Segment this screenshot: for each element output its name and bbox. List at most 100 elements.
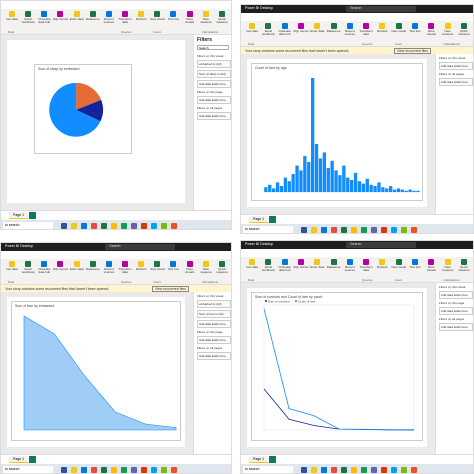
add-page-button[interactable] bbox=[29, 456, 36, 463]
taskbar-search[interactable]: to search bbox=[243, 466, 293, 473]
ribbon-button[interactable]: New visual bbox=[391, 23, 407, 41]
page-tab[interactable]: Page 1 bbox=[9, 212, 29, 219]
ribbon-button[interactable]: SQL Server bbox=[293, 23, 309, 41]
filter-card[interactable]: Add data fields here bbox=[439, 78, 473, 86]
ribbon-button[interactable]: Enter data bbox=[309, 259, 325, 277]
ribbon-button[interactable]: Get data bbox=[4, 261, 20, 279]
filter-card[interactable]: Add data fields here bbox=[197, 336, 231, 344]
add-page-button[interactable] bbox=[29, 212, 36, 219]
taskbar-icon[interactable] bbox=[381, 227, 387, 233]
taskbar-icon[interactable] bbox=[411, 227, 417, 233]
ribbon-button[interactable]: Dataverse bbox=[85, 261, 101, 279]
taskbar-icon[interactable] bbox=[321, 467, 327, 473]
ribbon-button[interactable]: SQL Server bbox=[52, 261, 68, 279]
filter-card[interactable]: embarked is (All) bbox=[197, 300, 231, 308]
filter-card[interactable]: Sum of sibsp is (All) bbox=[197, 70, 231, 78]
filter-card[interactable]: Add data fields here bbox=[197, 320, 231, 328]
ribbon-button[interactable]: OneLake data hub bbox=[36, 11, 52, 29]
ribbon-button[interactable]: Quick measure bbox=[456, 23, 472, 41]
ribbon-button[interactable]: OneLake data hub bbox=[36, 261, 52, 279]
taskbar-icon[interactable] bbox=[171, 467, 177, 473]
add-page-button[interactable] bbox=[269, 216, 276, 223]
ribbon-button[interactable]: Excel workbook bbox=[20, 261, 36, 279]
filter-card[interactable]: Add data fields here bbox=[197, 352, 231, 360]
taskbar-icon[interactable] bbox=[351, 467, 357, 473]
taskbar-icon[interactable] bbox=[381, 467, 387, 473]
filter-card[interactable]: Add data fields here bbox=[439, 62, 473, 70]
taskbar-icon[interactable] bbox=[391, 227, 397, 233]
taskbar-icon[interactable] bbox=[321, 227, 327, 233]
taskbar-icon[interactable] bbox=[171, 223, 177, 229]
taskbar-icon[interactable] bbox=[141, 223, 147, 229]
ribbon-button[interactable]: Text box bbox=[165, 261, 181, 279]
ribbon-button[interactable]: Dataverse bbox=[325, 259, 341, 277]
banner-button[interactable]: View recovered files bbox=[393, 48, 431, 54]
ribbon-button[interactable]: Quick measure bbox=[214, 261, 230, 279]
taskbar-icon[interactable] bbox=[311, 227, 317, 233]
page-tab[interactable]: Page 1 bbox=[249, 216, 269, 223]
page-tab[interactable]: Page 1 bbox=[9, 456, 29, 463]
taskbar-icon[interactable] bbox=[361, 227, 367, 233]
taskbar-icon[interactable] bbox=[91, 223, 97, 229]
ribbon-button[interactable]: Excel workbook bbox=[260, 259, 276, 277]
taskbar-icon[interactable] bbox=[101, 467, 107, 473]
page-tab[interactable]: Page 1 bbox=[249, 456, 269, 463]
taskbar-icon[interactable] bbox=[61, 223, 67, 229]
taskbar-icon[interactable] bbox=[121, 467, 127, 473]
taskbar-icon[interactable] bbox=[331, 227, 337, 233]
taskbar-icon[interactable] bbox=[301, 467, 307, 473]
filters-search[interactable]: Search bbox=[197, 45, 229, 50]
filter-card[interactable]: Add data fields here bbox=[197, 96, 231, 104]
taskbar-icon[interactable] bbox=[351, 227, 357, 233]
ribbon-button[interactable]: More visuals bbox=[423, 259, 439, 277]
ribbon-button[interactable]: New measure bbox=[198, 11, 214, 29]
ribbon-button[interactable]: Get data bbox=[244, 23, 260, 41]
ribbon-button[interactable]: Recent sources bbox=[342, 259, 358, 277]
taskbar-icon[interactable] bbox=[371, 467, 377, 473]
taskbar-icon[interactable] bbox=[341, 227, 347, 233]
ribbon-button[interactable]: More visuals bbox=[423, 23, 439, 41]
ribbon-button[interactable]: New measure bbox=[198, 261, 214, 279]
ribbon-button[interactable]: More visuals bbox=[182, 11, 198, 29]
ribbon-button[interactable]: Quick measure bbox=[456, 259, 472, 277]
ribbon-button[interactable]: Text box bbox=[407, 23, 423, 41]
ribbon-button[interactable]: New visual bbox=[149, 11, 165, 29]
taskbar-search[interactable]: to search bbox=[3, 466, 53, 473]
ribbon-button[interactable]: OneLake data hub bbox=[277, 23, 293, 41]
ribbon-button[interactable]: Recent sources bbox=[101, 11, 117, 29]
taskbar-icon[interactable] bbox=[71, 467, 77, 473]
taskbar-icon[interactable] bbox=[411, 467, 417, 473]
taskbar-icon[interactable] bbox=[311, 467, 317, 473]
taskbar-icon[interactable] bbox=[361, 467, 367, 473]
ribbon-button[interactable]: SQL Server bbox=[293, 259, 309, 277]
ribbon-button[interactable]: Get data bbox=[244, 259, 260, 277]
taskbar-icon[interactable] bbox=[151, 467, 157, 473]
ribbon-button[interactable]: Recent sources bbox=[101, 261, 117, 279]
ribbon-button[interactable]: Refresh bbox=[374, 259, 390, 277]
taskbar-search[interactable]: to search bbox=[243, 226, 293, 233]
taskbar-icon[interactable] bbox=[371, 227, 377, 233]
ribbon-button[interactable]: New measure bbox=[439, 23, 455, 41]
taskbar-icon[interactable] bbox=[81, 223, 87, 229]
taskbar-search[interactable]: to search bbox=[3, 222, 53, 229]
ribbon-button[interactable]: Refresh bbox=[133, 261, 149, 279]
ribbon-button[interactable]: Enter data bbox=[309, 23, 325, 41]
ribbon-button[interactable]: Transform data bbox=[117, 261, 133, 279]
taskbar-icon[interactable] bbox=[151, 223, 157, 229]
taskbar-icon[interactable] bbox=[131, 467, 137, 473]
ribbon-button[interactable]: Excel workbook bbox=[260, 23, 276, 41]
taskbar-icon[interactable] bbox=[101, 223, 107, 229]
ribbon-button[interactable]: Refresh bbox=[133, 11, 149, 29]
taskbar-icon[interactable] bbox=[331, 467, 337, 473]
ribbon-button[interactable]: More visuals bbox=[182, 261, 198, 279]
ribbon-button[interactable]: Transform data bbox=[358, 259, 374, 277]
add-page-button[interactable] bbox=[269, 456, 276, 463]
taskbar-icon[interactable] bbox=[131, 223, 137, 229]
ribbon-button[interactable]: SQL Server bbox=[52, 11, 68, 29]
ribbon-button[interactable]: OneLake data hub bbox=[277, 259, 293, 277]
taskbar-icon[interactable] bbox=[341, 467, 347, 473]
ribbon-button[interactable]: Get data bbox=[4, 11, 20, 29]
taskbar-icon[interactable] bbox=[401, 227, 407, 233]
search-box[interactable]: Search bbox=[346, 6, 417, 12]
search-box[interactable]: Search bbox=[346, 242, 417, 248]
